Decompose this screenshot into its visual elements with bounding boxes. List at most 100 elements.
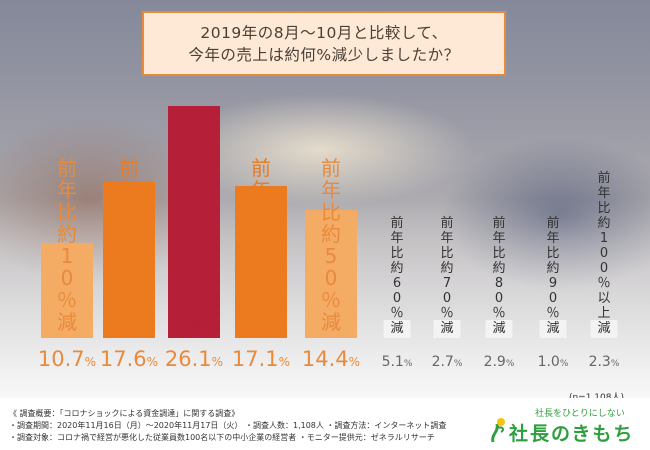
- category-char: 0: [255, 266, 268, 290]
- category-char: 1: [61, 244, 74, 268]
- category-char: 年: [440, 231, 453, 246]
- bar-1: [41, 242, 93, 338]
- category-char: 比: [251, 200, 271, 224]
- category-char: 4: [255, 244, 268, 268]
- category-char: ％: [251, 288, 271, 312]
- category-char: 前: [321, 156, 341, 180]
- category-char: 比: [390, 246, 403, 261]
- category-char: 比: [321, 200, 341, 224]
- value-label-7: 2.7%: [432, 354, 463, 370]
- category-char: 約: [492, 261, 505, 276]
- value-label-1: 10.7%: [38, 347, 96, 371]
- category-char: ％: [597, 276, 610, 291]
- value-label-9: 1.0%: [538, 354, 569, 370]
- category-char: 減: [440, 320, 453, 336]
- value-label-2: 17.6%: [100, 347, 158, 371]
- category-char: 前: [57, 156, 77, 180]
- footer-period: ・調査期間：2020年11月16日（月）～2020年11月17日（火） ・調査人…: [9, 421, 447, 430]
- category-char: ％: [390, 306, 403, 321]
- category-char: 9: [549, 276, 557, 291]
- category-char: 0: [123, 266, 136, 290]
- category-char: 減: [119, 310, 139, 334]
- category-char: 0: [600, 261, 608, 276]
- category-char: 上: [597, 306, 610, 321]
- category-char: ％: [119, 288, 139, 312]
- logo-name: 社長のきもち: [509, 423, 635, 445]
- category-char: 6: [393, 276, 401, 291]
- category-char: 比: [119, 200, 139, 224]
- category-char: 2: [123, 244, 136, 268]
- category-char: 年: [251, 178, 271, 202]
- bar-5: [305, 210, 357, 338]
- value-label-6: 5.1%: [382, 354, 413, 370]
- bar-4: [235, 186, 287, 338]
- category-char: 約: [440, 261, 453, 276]
- category-char: 約: [597, 216, 610, 231]
- category-char: 減: [184, 310, 204, 334]
- category-char: 比: [546, 246, 559, 261]
- category-char: 年: [390, 231, 403, 246]
- category-char: 1: [600, 231, 608, 246]
- category-char: 前: [597, 170, 610, 186]
- category-char: ％: [546, 306, 559, 321]
- category-char: 約: [119, 222, 139, 246]
- question-title-box: 2019年の8月～10月と比較して、 今年の売上は約何%減少しましたか？: [142, 11, 506, 76]
- category-char: 0: [188, 266, 201, 290]
- category-char: 0: [443, 291, 451, 306]
- category-char: ％: [184, 288, 204, 312]
- category-char: 減: [321, 310, 341, 334]
- category-char: 約: [546, 261, 559, 276]
- bar-10: [590, 320, 618, 338]
- sprout-icon: [491, 418, 505, 443]
- bar-9: [539, 320, 567, 338]
- bar-7: [433, 320, 461, 338]
- category-char: 比: [57, 200, 77, 224]
- value-label-3: 26.1%: [165, 347, 223, 371]
- category-char: 5: [325, 244, 338, 268]
- category-char: 前: [251, 156, 271, 180]
- category-char: ％: [440, 306, 453, 321]
- category-char: 約: [321, 222, 341, 246]
- category-char: 減: [251, 310, 271, 334]
- category-char: 減: [390, 320, 403, 336]
- category-char: 比: [492, 246, 505, 261]
- category-char: 前: [119, 156, 139, 180]
- category-char: 年: [492, 231, 505, 246]
- category-char: ％: [492, 306, 505, 321]
- bar-2: [103, 181, 155, 338]
- value-label-4: 17.1%: [232, 347, 290, 371]
- category-char: 前: [184, 156, 204, 180]
- category-char: 7: [443, 276, 451, 291]
- value-label-8: 2.9%: [484, 354, 515, 370]
- category-char: 減: [492, 320, 505, 336]
- category-char: 前: [390, 215, 403, 231]
- logo-tagline: 社長をひとりにしない: [535, 409, 625, 419]
- bar-3: [168, 106, 220, 338]
- category-char: 年: [57, 178, 77, 202]
- category-char: 0: [549, 291, 557, 306]
- category-char: 0: [600, 246, 608, 261]
- brand-logo: 社長をひとりにしない 社長のきもち: [487, 404, 637, 448]
- bar-6: [383, 320, 411, 338]
- value-label-10: 2.3%: [589, 354, 620, 370]
- category-char: 前: [546, 215, 559, 231]
- category-char: 比: [597, 201, 610, 216]
- category-char: 年: [184, 178, 204, 202]
- category-char: 比: [440, 246, 453, 261]
- bar-8: [485, 320, 513, 338]
- survey-bar-chart: 前年比約10％減10.7%前年比約20％減17.6%前年比約30％減26.1%前…: [38, 106, 620, 371]
- category-char: 0: [495, 291, 503, 306]
- category-char: ％: [57, 288, 77, 312]
- category-char: 年: [321, 178, 341, 202]
- survey-footer: 《 調査概要：「コロナショックによる資金調達」に関する調査》 ・調査期間：202…: [0, 398, 650, 450]
- category-char: 8: [495, 276, 503, 291]
- title-line-1: 2019年の8月～10月と比較して、: [200, 23, 448, 42]
